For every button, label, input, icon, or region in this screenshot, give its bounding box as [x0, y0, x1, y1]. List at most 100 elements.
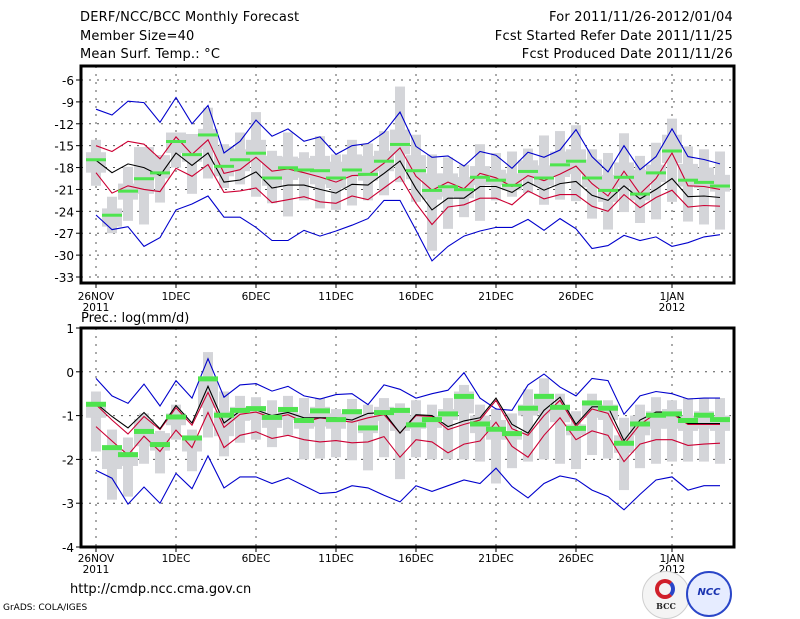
y-tick-label: 0: [66, 366, 74, 380]
median-marker: [198, 376, 218, 382]
median-marker: [630, 192, 650, 196]
x-tick-label: 6DEC: [242, 291, 271, 303]
whisker-bar: [331, 409, 341, 458]
median-marker: [374, 410, 394, 416]
whisker-bar: [539, 378, 549, 460]
median-marker: [502, 183, 522, 187]
median-marker: [662, 149, 682, 153]
x-tick-label: 6DEC: [242, 553, 271, 565]
variable-label: Mean Surf. Temp.: °C: [80, 47, 221, 62]
y-tick-label: -6: [62, 74, 74, 88]
median-marker: [582, 400, 602, 406]
y-tick-label: -15: [54, 140, 74, 154]
box-iqr: [214, 146, 234, 177]
median-marker: [310, 408, 330, 414]
median-marker: [454, 393, 474, 399]
box-iqr: [454, 177, 474, 199]
source-url[interactable]: http://cmdp.ncc.cma.gov.cn: [70, 582, 252, 597]
median-marker: [518, 405, 538, 411]
x-tick-label: 1JAN: [660, 553, 685, 565]
whisker-bar: [459, 384, 469, 460]
median-marker: [102, 445, 122, 451]
whisker-bar: [587, 393, 597, 456]
box-iqr: [246, 139, 266, 162]
whisker-bar: [395, 403, 405, 480]
median-marker: [262, 176, 282, 180]
series-line-lower: [95, 163, 721, 226]
median-marker: [694, 412, 714, 418]
median-marker: [118, 452, 138, 458]
median-marker: [310, 169, 330, 173]
bcc-logo: BCC: [642, 571, 690, 619]
median-marker: [358, 172, 378, 176]
box-iqr: [294, 158, 314, 178]
median-marker: [214, 412, 234, 418]
x-tick-label: 11DEC: [318, 553, 353, 565]
median-marker: [246, 151, 266, 155]
whisker-bar: [555, 393, 565, 464]
grads-credit: GrADS: COLA/IGES: [3, 603, 88, 613]
x-tick-label: 16DEC: [398, 291, 433, 303]
x-tick-label: 26NOV: [78, 291, 115, 303]
series-line-min: [95, 195, 721, 262]
median-marker: [486, 178, 506, 182]
box-iqr: [390, 129, 410, 155]
y-tick-label: -33: [54, 271, 74, 285]
median-marker: [598, 405, 618, 411]
x-tick-label: 21DEC: [478, 553, 513, 565]
forecast-produced-date: Fcst Produced Date 2011/11/26: [521, 47, 733, 62]
median-marker: [134, 177, 154, 181]
series-line-min: [95, 454, 720, 511]
median-marker: [550, 163, 570, 167]
chart-title: DERF/NCC/BCC Monthly Forecast: [80, 10, 300, 25]
median-marker: [534, 176, 554, 180]
median-marker: [118, 189, 138, 193]
median-marker: [710, 184, 730, 188]
ncc-logo-text: NCC: [697, 587, 721, 598]
median-marker: [294, 168, 314, 172]
box-iqr: [534, 165, 554, 186]
plot-frame: [79, 64, 736, 285]
median-marker: [598, 188, 618, 192]
median-marker: [406, 422, 426, 428]
series-line-max: [95, 96, 721, 173]
box-iqr: [390, 407, 410, 431]
median-marker: [550, 404, 570, 410]
whisker-bar: [635, 404, 645, 469]
median-marker: [150, 171, 170, 175]
x-tick-label: 16DEC: [398, 553, 433, 565]
median-marker: [262, 414, 282, 420]
box-iqr: [662, 134, 682, 164]
median-marker: [502, 431, 522, 437]
median-marker: [294, 417, 314, 423]
box-iqr: [614, 162, 634, 188]
median-marker: [614, 175, 634, 179]
y-tick-label: -4: [62, 541, 74, 555]
box-iqr: [326, 161, 346, 188]
x-tick-label: 26DEC: [558, 553, 593, 565]
x-tick-label: 21DEC: [478, 291, 513, 303]
y-tick-label: -18: [54, 162, 74, 176]
median-marker: [422, 188, 442, 192]
y-tick-label: -27: [54, 227, 74, 241]
whisker-bar: [699, 398, 709, 462]
ncc-logo: NCC: [686, 571, 732, 617]
median-marker: [390, 142, 410, 146]
median-marker: [646, 412, 666, 418]
whisker-bar: [507, 413, 517, 469]
median-marker: [486, 426, 506, 432]
median-marker: [166, 414, 186, 420]
series-line-max: [95, 357, 720, 416]
median-marker: [150, 442, 170, 448]
y-tick-label: -21: [54, 183, 74, 197]
median-marker: [278, 407, 298, 413]
median-marker: [342, 409, 362, 415]
box-iqr: [438, 173, 458, 197]
median-marker: [182, 153, 202, 157]
median-marker: [534, 393, 554, 399]
median-marker: [694, 180, 714, 184]
box-iqr: [406, 155, 426, 180]
median-marker: [678, 417, 698, 423]
